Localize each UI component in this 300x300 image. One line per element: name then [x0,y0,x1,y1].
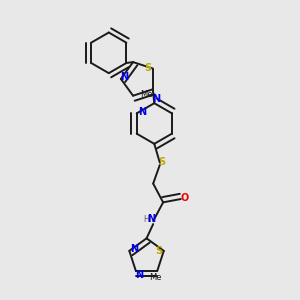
Text: N: N [135,270,143,280]
Text: Me: Me [140,90,153,99]
Text: S: S [145,63,152,73]
Text: S: S [155,246,163,256]
Text: N: N [147,214,155,224]
Text: N: N [139,107,147,117]
Text: Me: Me [149,273,162,282]
Text: O: O [180,193,188,203]
Text: N: N [121,71,129,82]
Text: H: H [143,215,149,224]
Text: N: N [152,94,160,104]
Text: S: S [159,157,166,167]
Text: N: N [130,244,138,254]
